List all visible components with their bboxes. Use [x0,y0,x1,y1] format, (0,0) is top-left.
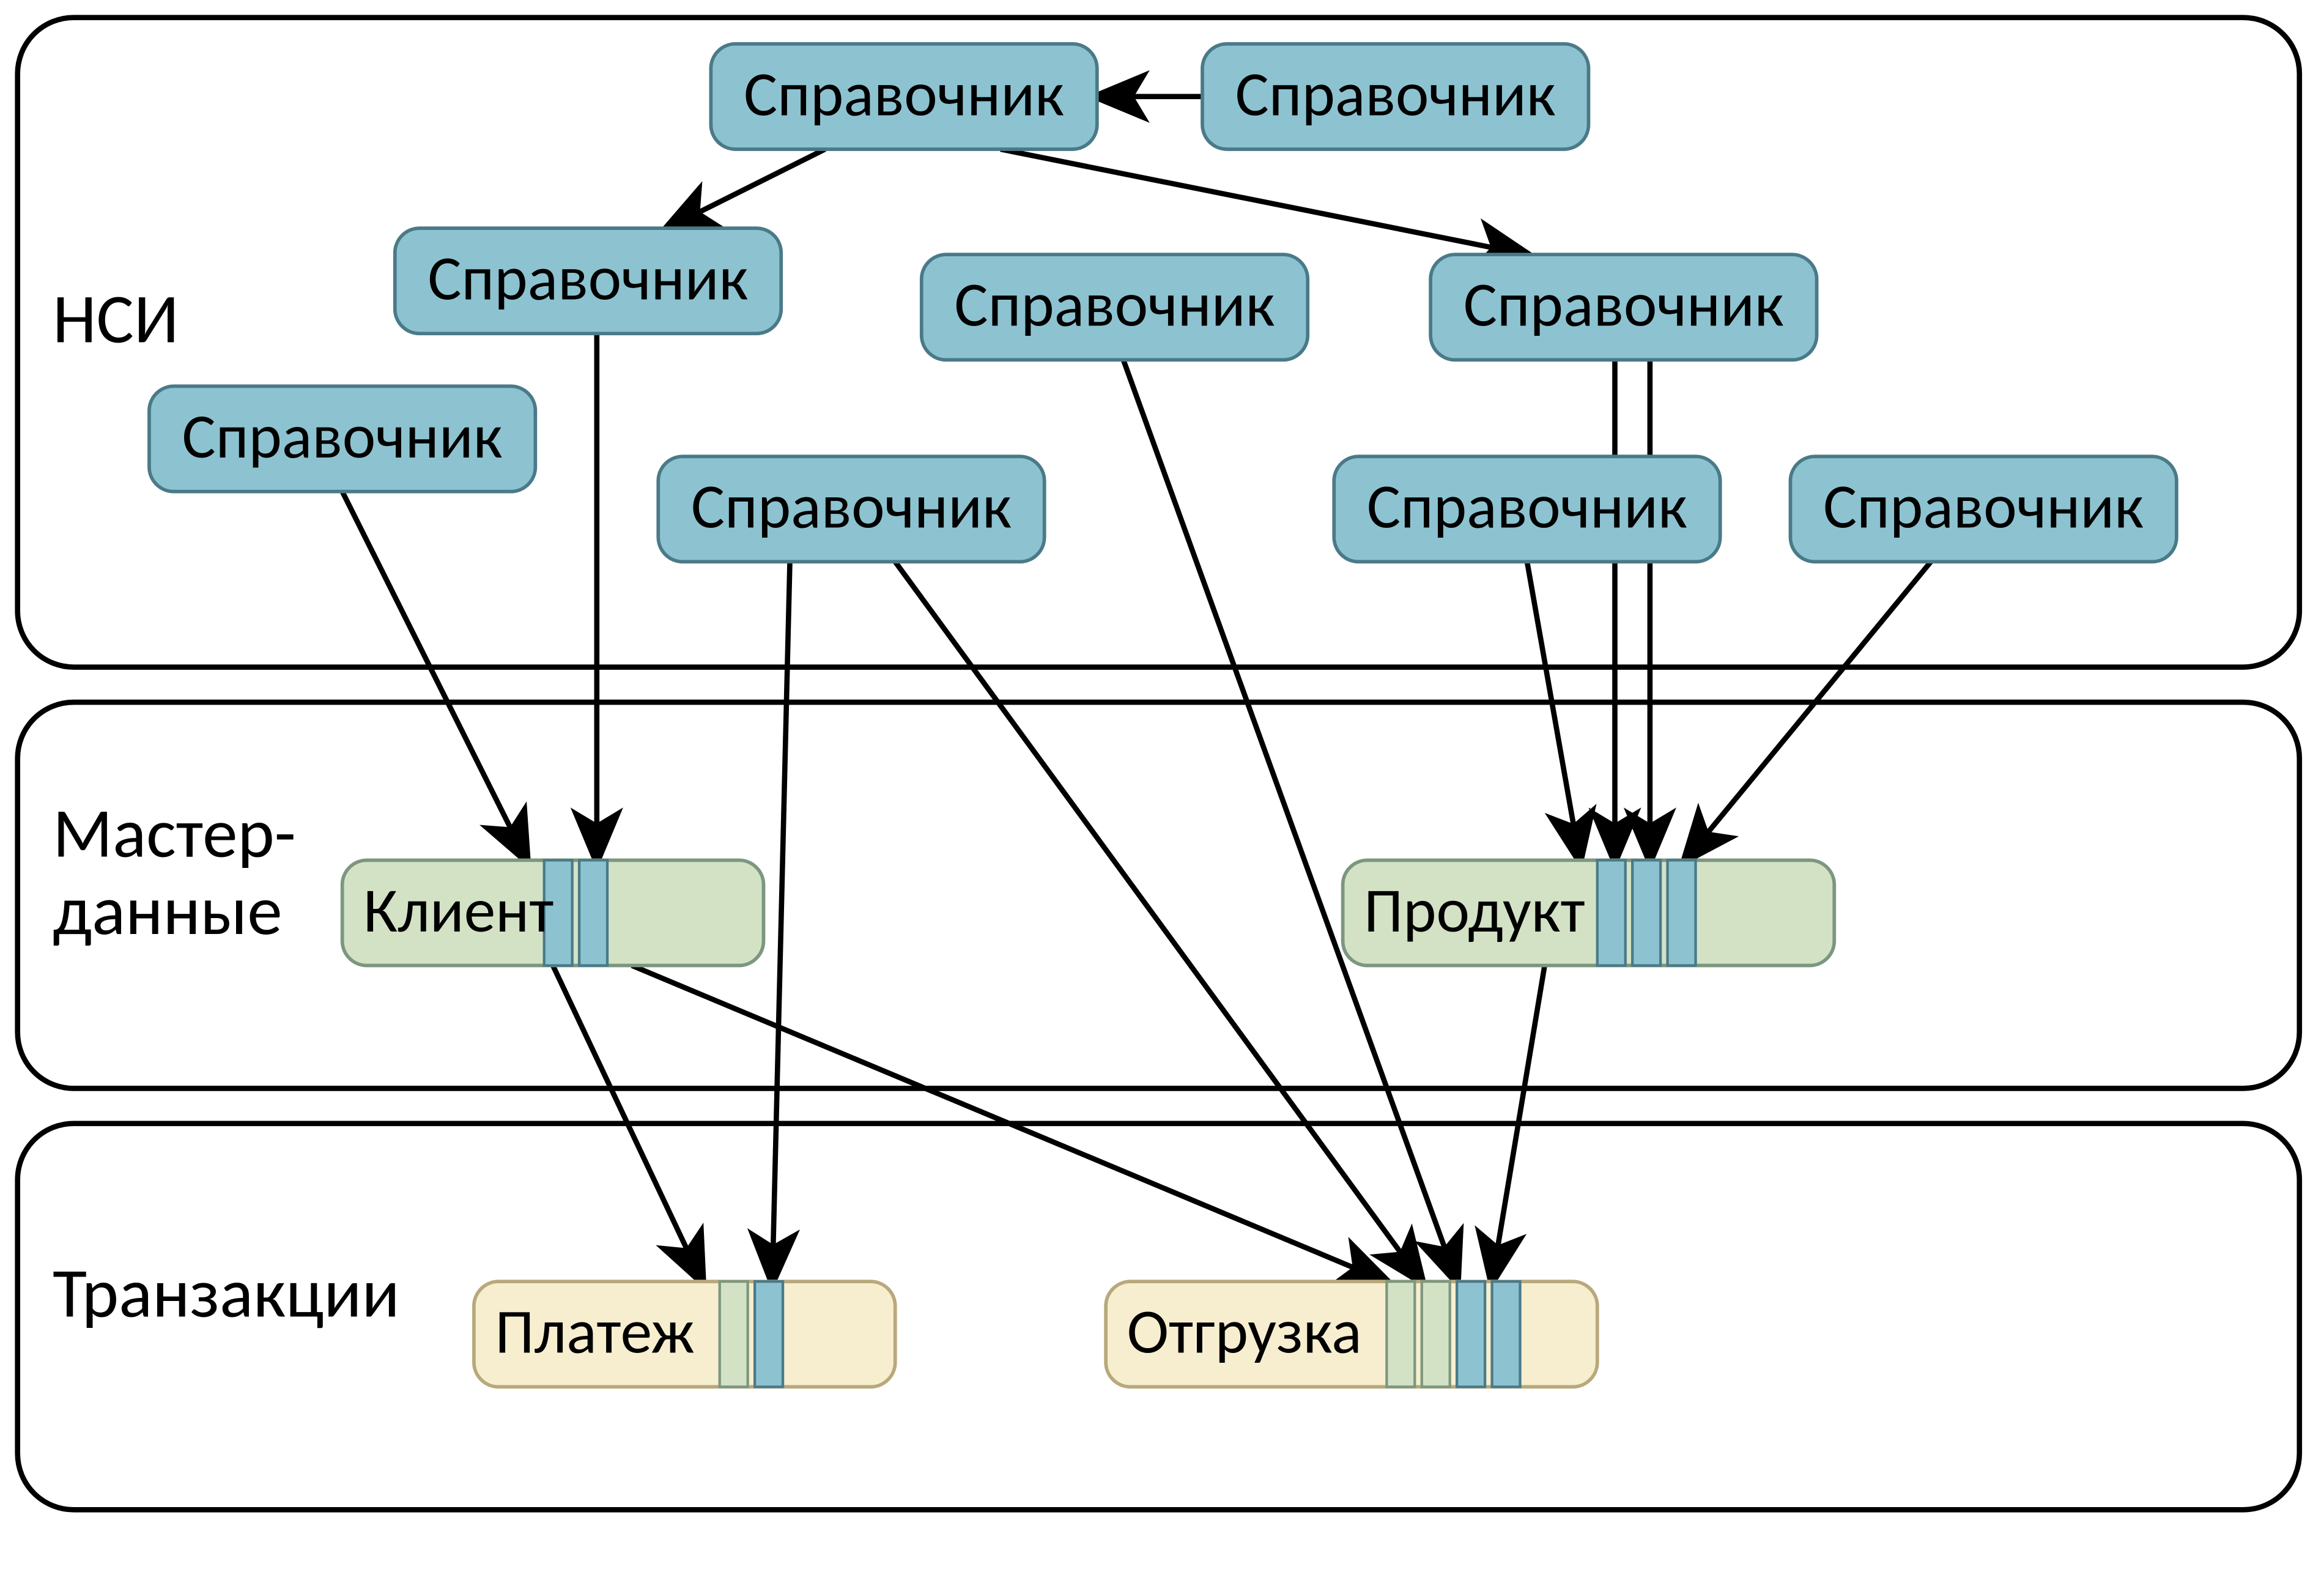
node-label-r5: Справочник [1464,266,1784,343]
node-r2: Справочник [1202,44,1588,149]
zone-label-z1: НСИ [53,276,179,361]
node-r6: Справочник [149,386,535,491]
node-m2: Продукт [1343,860,1835,965]
node-r4: Справочник [922,254,1308,360]
node-label-r1: Справочник [744,55,1064,132]
node-label-r9: Справочник [1823,468,2144,545]
node-r8: Справочник [1334,456,1720,561]
node-label-r3: Справочник [427,240,748,317]
node-label-r4: Справочник [954,266,1275,343]
node-label-r6: Справочник [182,398,503,475]
node-label-r2: Справочник [1235,55,1556,132]
zone-label-z3: Транзакции [53,1250,399,1336]
node-label-m1: Клиент [363,872,553,949]
node-r7: Справочник [658,456,1044,561]
node-m1: Клиент [342,860,764,965]
node-r1: Справочник [711,44,1097,149]
node-r5: Справочник [1430,254,1816,360]
node-r9: Справочник [1790,456,2176,561]
node-t2: Отгрузка [1106,1281,1597,1387]
node-t1: Платеж [474,1281,895,1387]
zone-label-z2: Мастер- [53,790,296,876]
node-label-r7: Справочник [691,468,1012,545]
node-label-r8: Справочник [1367,468,1687,545]
zone-label-z2: данные [53,867,282,953]
architecture-diagram: Справочник Справочник Справочник Справочник… [0,0,2324,1574]
node-label-t1: Платеж [495,1293,694,1370]
node-label-m2: Продукт [1364,872,1585,949]
node-label-t2: Отгрузка [1127,1293,1362,1370]
node-r3: Справочник [395,228,781,333]
